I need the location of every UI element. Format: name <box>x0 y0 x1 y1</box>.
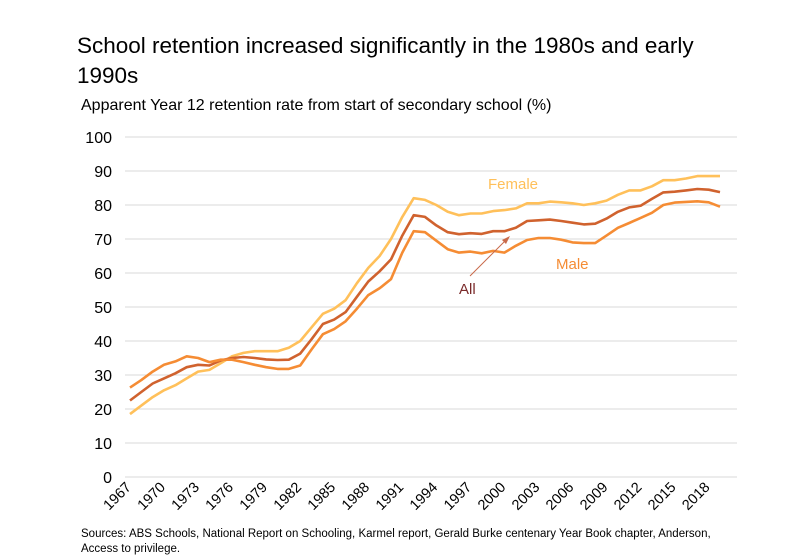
y-tick-label: 20 <box>94 402 112 419</box>
x-tick-label: 2009 <box>577 480 611 514</box>
y-tick-label: 80 <box>94 198 112 215</box>
source-note: Sources: ABS Schools, National Report on… <box>81 528 711 555</box>
series-label-all: All <box>459 281 476 298</box>
x-tick-label: 1994 <box>407 480 441 514</box>
y-tick-label: 10 <box>94 436 112 453</box>
y-tick-label: 60 <box>94 266 112 283</box>
x-tick-label: 1997 <box>441 480 475 514</box>
x-tick-label: 2003 <box>509 480 543 514</box>
series-line-male <box>129 200 721 389</box>
y-tick-label: 30 <box>94 368 112 385</box>
x-tick-label: 1982 <box>271 480 305 514</box>
x-tick-label: 2012 <box>611 480 645 514</box>
y-tick-label: 70 <box>94 232 112 249</box>
annotation-arrow <box>469 238 508 277</box>
x-tick-label: 1991 <box>373 480 407 514</box>
y-tick-label: 50 <box>94 300 112 317</box>
chart-title: School retention increased significantly… <box>77 33 694 88</box>
x-tick-label: 1979 <box>237 480 271 514</box>
x-tick-label: 1988 <box>339 480 373 514</box>
x-tick-label: 1973 <box>169 480 203 514</box>
x-tick-label: 1985 <box>305 480 339 514</box>
y-tick-label: 40 <box>94 334 112 351</box>
chart-subtitle: Apparent Year 12 retention rate from sta… <box>81 97 552 114</box>
y-tick-label: 0 <box>103 470 112 487</box>
series-label-female: Female <box>488 176 538 193</box>
x-tick-label: 1970 <box>135 480 169 514</box>
y-tick-label: 90 <box>94 164 112 181</box>
x-tick-label: 1976 <box>203 480 237 514</box>
series-label-male: Male <box>556 256 589 273</box>
x-tick-label: 2006 <box>543 480 577 514</box>
x-tick-label: 2018 <box>679 480 713 514</box>
x-tick-label: 2015 <box>645 480 679 514</box>
y-tick-label: 100 <box>85 130 112 147</box>
x-tick-label: 2000 <box>475 480 509 514</box>
arrowhead-icon <box>502 236 510 244</box>
series-line-female <box>129 174 720 416</box>
